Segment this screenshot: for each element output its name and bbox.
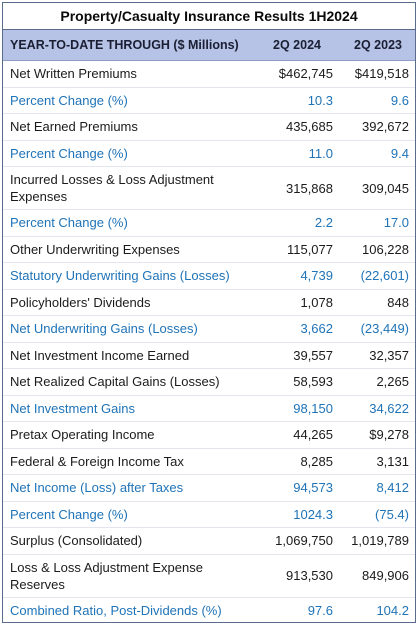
value-2q2023: 1,019,789: [351, 533, 409, 549]
header-col-2q2023: 2Q 2023: [354, 38, 402, 52]
value-2q2024: 315,868: [286, 180, 333, 196]
table-row: Percent Change (%) 10.3 9.6: [3, 88, 415, 114]
value-2q2023: (23,449): [360, 321, 409, 337]
row-label: Statutory Underwriting Gains (Losses): [10, 268, 230, 284]
row-label: Incurred Losses & Loss Adjustment Expens…: [10, 172, 214, 204]
value-2q2023: 848: [387, 294, 409, 310]
value-2q2024: 11.0: [308, 145, 333, 161]
value-2q2024: 2.2: [314, 215, 333, 231]
value-2q2023: 32,357: [369, 347, 409, 363]
value-2q2024: 39,557: [293, 347, 333, 363]
value-2q2023: 392,672: [362, 119, 409, 135]
row-label: Net Income (Loss) after Taxes: [10, 480, 184, 496]
value-2q2024: 115,077: [286, 241, 333, 257]
value-2q2024: 435,685: [286, 119, 333, 135]
row-label: Percent Change (%): [10, 145, 128, 161]
row-label: Net Investment Gains: [10, 400, 135, 416]
table-row: Loss & Loss Adjustment Expense Reserves 9…: [3, 555, 415, 598]
row-label: Combined Ratio, Post-Dividends (%): [10, 603, 222, 619]
table-row: Other Underwriting Expenses 115,077 106,22…: [3, 237, 415, 263]
value-2q2024: 8,285: [300, 453, 333, 469]
value-2q2023: 106,228: [362, 241, 409, 257]
value-2q2023: $9,278: [369, 427, 409, 443]
value-2q2023: 3,131: [376, 453, 409, 469]
table-row: Percent Change (%) 11.0 9.4: [3, 141, 415, 167]
table-row: Net Investment Income Earned 39,557 32,357: [3, 343, 415, 369]
table-title: Property/Casualty Insurance Results 1H20…: [3, 3, 415, 30]
value-2q2023: 309,045: [362, 180, 409, 196]
row-label: Net Investment Income Earned: [10, 347, 190, 363]
value-2q2023: (75.4): [375, 506, 409, 522]
table-row: Policyholders' Dividends 1,078 848: [3, 290, 415, 316]
value-2q2023: 104.2: [376, 603, 409, 619]
table-row: Net Underwriting Gains (Losses) 3,662 (23,…: [3, 316, 415, 343]
header-label: YEAR-TO-DATE THROUGH ($ Millions): [10, 37, 239, 52]
table-row: Percent Change (%) 2.2 17.0: [3, 210, 415, 237]
value-2q2023: 8,412: [376, 480, 409, 496]
table-row: Net Income (Loss) after Taxes 94,573 8,412: [3, 475, 415, 502]
value-2q2023: $419,518: [354, 66, 409, 82]
value-2q2024: 58,593: [293, 374, 333, 390]
row-label: Pretax Operating Income: [10, 427, 155, 443]
value-2q2023: 34,622: [369, 400, 409, 416]
value-2q2024: 98,150: [293, 400, 333, 416]
table-row: Net Earned Premiums 435,685 392,672: [3, 114, 415, 141]
value-2q2024: $462,745: [278, 66, 333, 82]
value-2q2023: 9.4: [390, 145, 409, 161]
row-label: Percent Change (%): [10, 506, 128, 522]
value-2q2024: 3,662: [300, 321, 333, 337]
value-2q2024: 44,265: [293, 427, 333, 443]
table-header-row: YEAR-TO-DATE THROUGH ($ Millions) 2Q 202…: [3, 30, 415, 61]
row-label: Net Written Premiums: [10, 66, 137, 82]
table-row: Incurred Losses & Loss Adjustment Expens…: [3, 167, 415, 210]
value-2q2024: 10.3: [307, 92, 333, 108]
table-row: Net Investment Gains 98,150 34,622: [3, 396, 415, 422]
value-2q2024: 94,573: [293, 480, 333, 496]
row-label: Net Underwriting Gains (Losses): [10, 321, 198, 337]
table-row: Percent Change (%) 1024.3 (75.4): [3, 502, 415, 528]
row-label: Federal & Foreign Income Tax: [10, 453, 184, 469]
row-label: Surplus (Consolidated): [10, 533, 143, 549]
table-row: Federal & Foreign Income Tax 8,285 3,131: [3, 449, 415, 475]
row-label: Policyholders' Dividends: [10, 294, 151, 310]
table-row: Surplus (Consolidated) 1,069,750 1,019,789: [3, 528, 415, 555]
table-row: Pretax Operating Income 44,265 $9,278: [3, 422, 415, 449]
value-2q2024: 1,069,750: [275, 533, 333, 549]
table-row: Net Realized Capital Gains (Losses) 58,59…: [3, 369, 415, 396]
value-2q2023: 849,906: [362, 568, 409, 583]
value-2q2024: 913,530: [286, 568, 333, 583]
row-label: Percent Change (%): [10, 215, 128, 231]
value-2q2024: 1024.3: [293, 506, 333, 522]
table-row: Net Written Premiums $462,745 $419,518: [3, 61, 415, 88]
row-label: Loss & Loss Adjustment Expense Reserves: [10, 559, 203, 592]
row-label: Net Earned Premiums: [10, 119, 138, 135]
value-2q2023: 2,265: [376, 374, 409, 390]
value-2q2023: 17.0: [383, 215, 409, 231]
value-2q2024: 97.6: [307, 603, 333, 619]
value-2q2023: 9.6: [390, 92, 409, 108]
row-label: Net Realized Capital Gains (Losses): [10, 374, 220, 390]
table-body: Net Written Premiums $462,745 $419,518 Perc…: [3, 61, 415, 624]
results-table: Property/Casualty Insurance Results 1H20…: [2, 2, 416, 623]
value-2q2024: 1,078: [300, 294, 333, 310]
row-label: Other Underwriting Expenses: [10, 241, 180, 257]
row-label: Percent Change (%): [10, 92, 128, 108]
header-col-2q2024: 2Q 2024: [273, 38, 321, 52]
value-2q2024: 4,739: [300, 268, 333, 284]
table-row: Combined Ratio, Post-Dividends (%) 97.6 10…: [3, 598, 415, 625]
table-row: Statutory Underwriting Gains (Losses) 4,7…: [3, 263, 415, 290]
value-2q2023: (22,601): [360, 268, 409, 284]
